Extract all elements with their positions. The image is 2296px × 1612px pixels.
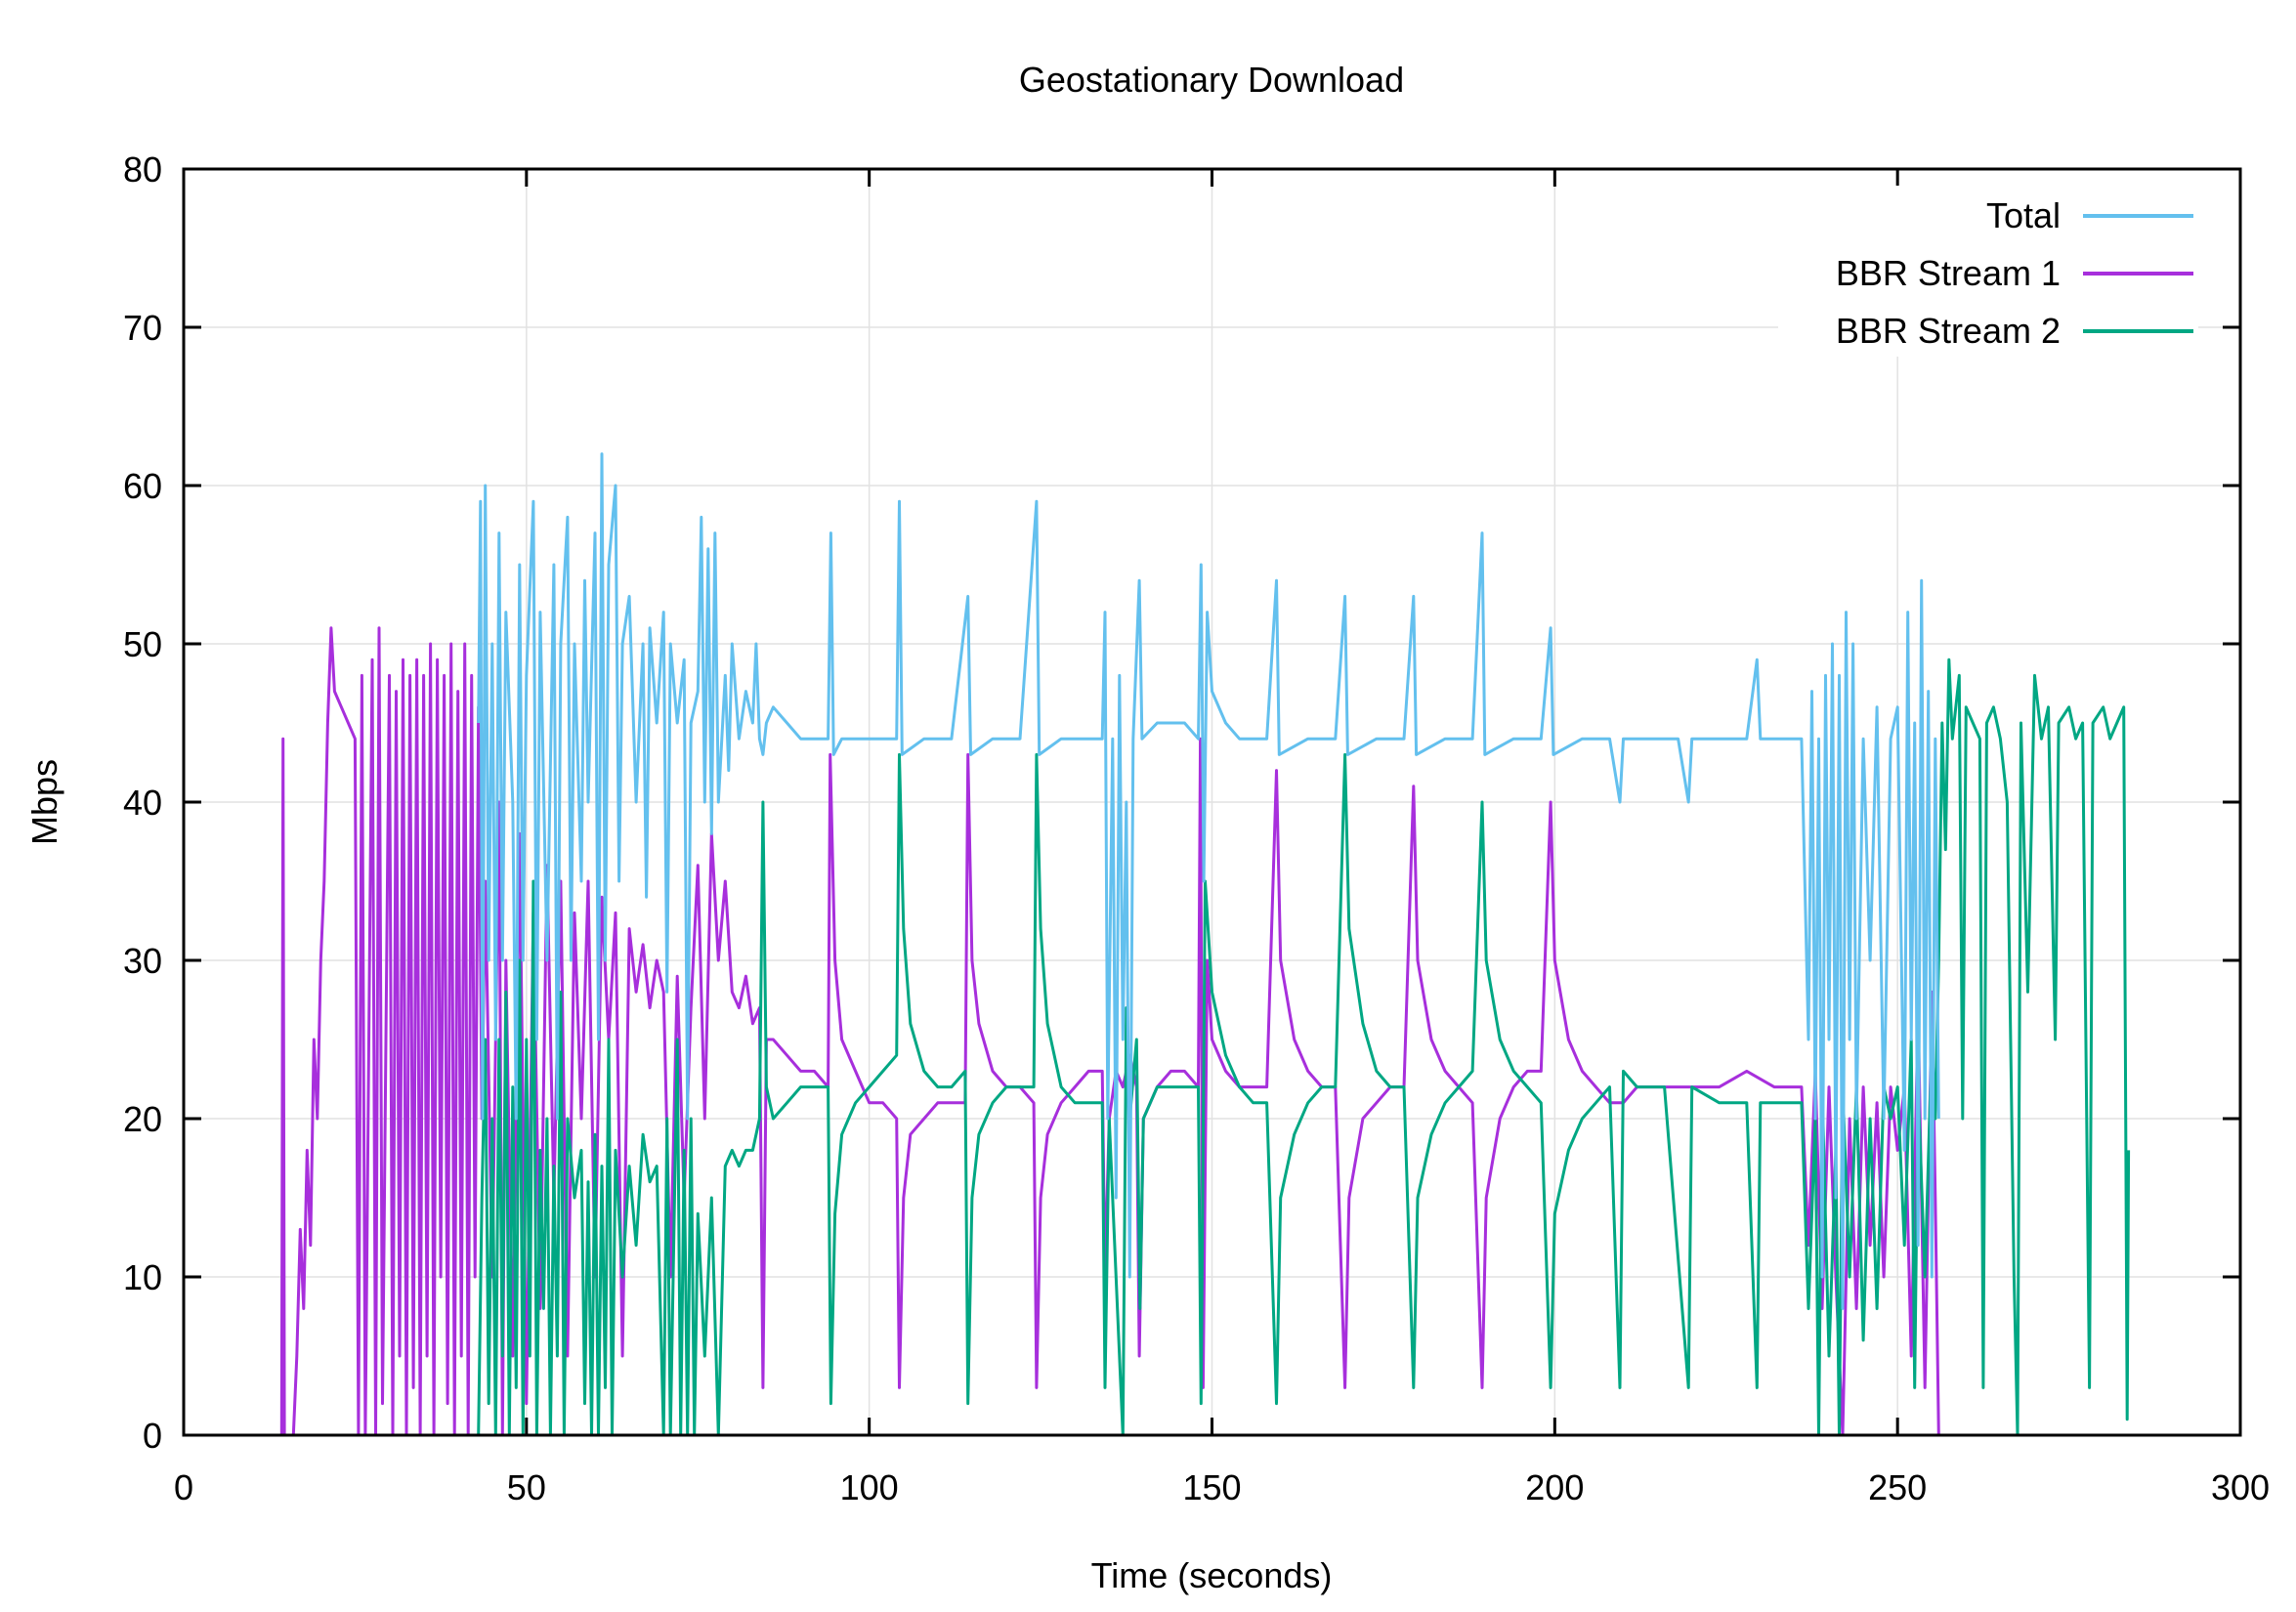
series-layer: [279, 452, 2131, 1437]
legend-label: BBR Stream 1: [1836, 253, 2061, 293]
x-tick-label: 100: [840, 1467, 899, 1507]
y-tick-label: 70: [123, 308, 162, 348]
legend-label: Total: [1986, 195, 2061, 235]
x-tick-label: 0: [174, 1467, 193, 1507]
ticks: 0 50 100 150 200 250 300 0 10 20 30 40 50 60 70 80: [123, 149, 2270, 1507]
series-line-bbr-stream-2: [477, 658, 2131, 1437]
series-line-total: [477, 452, 1940, 1310]
x-tick-label: 150: [1182, 1467, 1241, 1507]
legend: Total BBR Stream 1 BBR Stream 2: [1778, 186, 2198, 357]
y-tick-label: 0: [143, 1416, 162, 1456]
x-tick-label: 250: [1868, 1467, 1927, 1507]
chart-title: Geostationary Download: [1019, 60, 1404, 100]
y-tick-label: 10: [123, 1257, 162, 1297]
x-tick-label: 200: [1525, 1467, 1584, 1507]
series-line-bbr-stream-1: [279, 626, 1940, 1437]
y-tick-label: 50: [123, 624, 162, 664]
y-tick-label: 40: [123, 783, 162, 823]
y-tick-label: 80: [123, 149, 162, 190]
x-tick-label: 300: [2211, 1467, 2270, 1507]
y-tick-label: 60: [123, 466, 162, 506]
legend-label: BBR Stream 2: [1836, 311, 2061, 351]
x-axis-label: Time (seconds): [1091, 1555, 1333, 1595]
x-tick-label: 50: [507, 1467, 546, 1507]
y-axis-label: Mbps: [24, 759, 64, 845]
y-tick-label: 20: [123, 1099, 162, 1139]
y-tick-label: 30: [123, 941, 162, 981]
